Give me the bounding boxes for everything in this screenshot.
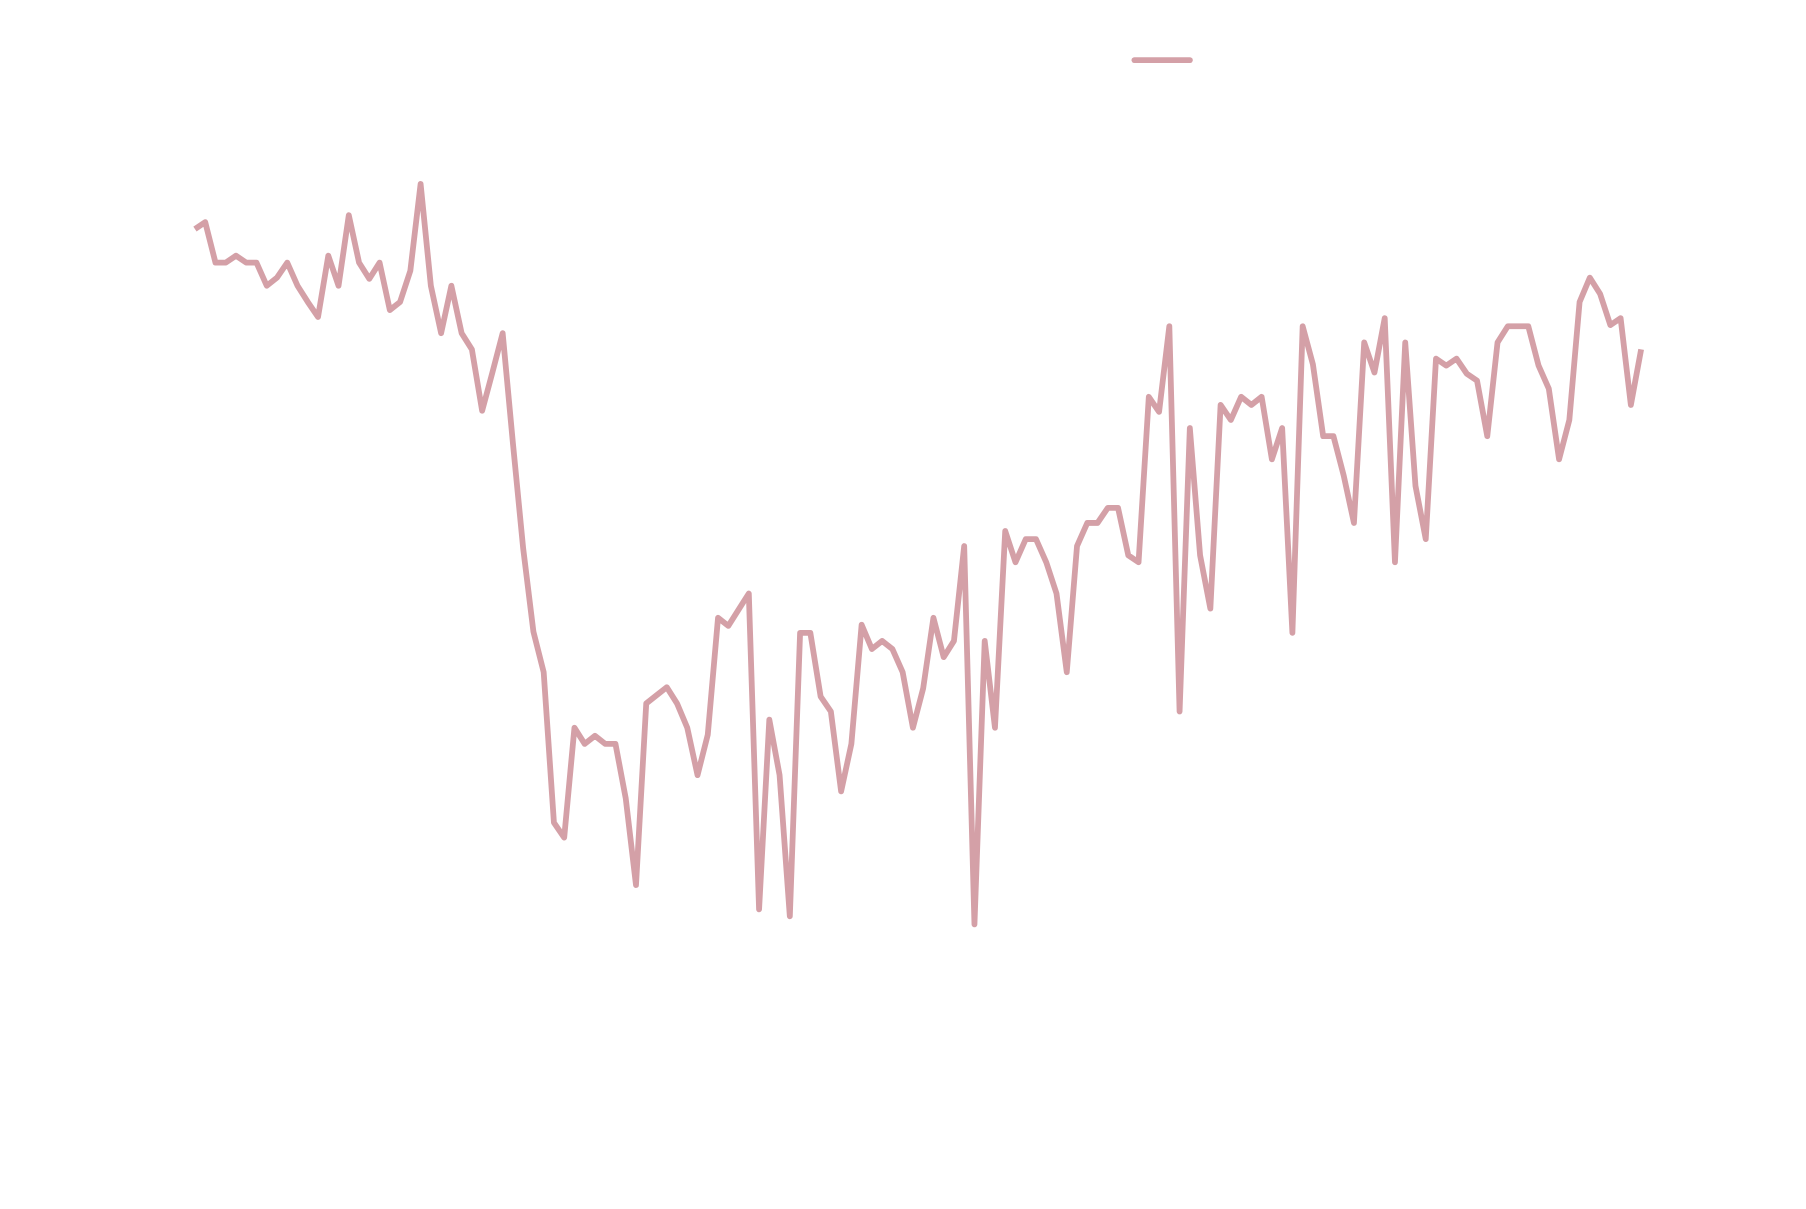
data-line (193, 181, 1644, 928)
